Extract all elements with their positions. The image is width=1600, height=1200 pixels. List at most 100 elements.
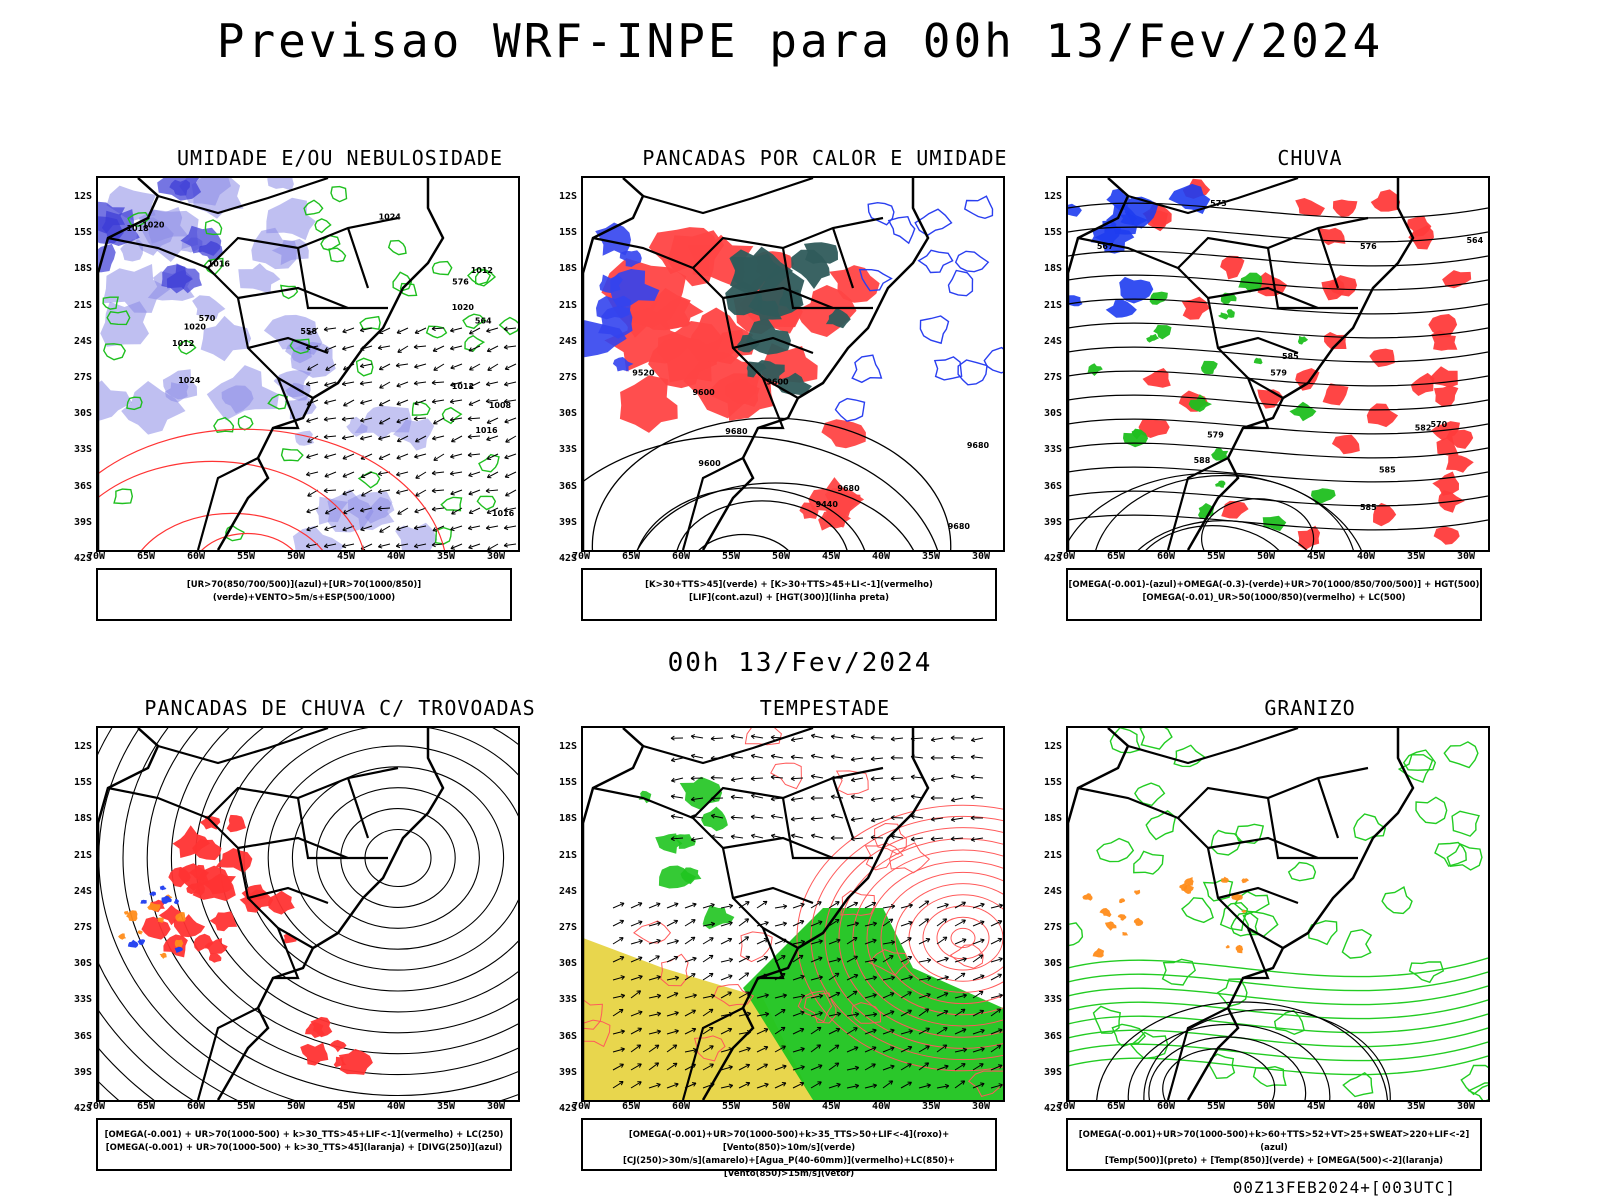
legend-line: [OMEGA(-0.001) + UR>70(1000-500) + k>30_…: [105, 1143, 503, 1153]
shaded-area: [147, 902, 161, 912]
wind-vector: [972, 1047, 985, 1053]
rain-area: [1220, 255, 1245, 280]
wind-vector-head: [377, 471, 383, 477]
wind-vector: [870, 836, 884, 839]
longitude-tick-label: 45W: [1306, 1101, 1326, 1112]
streamline: [868, 949, 910, 976]
wind-vector: [648, 1062, 659, 1071]
wind-vector-head: [637, 1027, 643, 1033]
wind-vector: [972, 990, 984, 999]
wind-vector: [306, 525, 319, 531]
humidity-contour: [411, 401, 431, 416]
wind-vector: [666, 956, 679, 963]
longitude-tick-label: 40W: [1356, 1101, 1376, 1112]
wind-vector-head: [637, 902, 643, 907]
wind-vector-head: [306, 526, 311, 532]
latitude-tick-label: 42S: [558, 1103, 577, 1114]
wind-vector: [450, 363, 463, 369]
wind-vector: [671, 815, 684, 819]
latitude-tick-label: 42S: [1043, 553, 1062, 564]
wind-vector-head: [378, 365, 384, 371]
wind-vector-head: [800, 993, 806, 999]
latitude-tick-label: 27S: [1043, 922, 1062, 933]
wind-vector: [666, 940, 679, 945]
wind-vector-head: [619, 955, 625, 961]
contour-line: [1068, 472, 1362, 550]
wind-vector: [486, 327, 499, 332]
geopotential-contour: [1068, 298, 1488, 315]
longitude-tick-label: 45W: [821, 551, 841, 562]
humidity-contour: [467, 267, 492, 286]
wind-vector-head: [870, 735, 875, 741]
latitude-tick-label: 33S: [73, 994, 92, 1006]
wind-vector-head: [654, 1044, 660, 1049]
wind-vector-head: [998, 1083, 1003, 1088]
shaded-area: [206, 365, 279, 421]
wind-vector: [360, 435, 373, 440]
wind-vector: [954, 1063, 966, 1071]
wind-vector: [931, 777, 944, 781]
contour-label: 1020: [184, 322, 207, 331]
wind-vector: [486, 489, 499, 492]
longitude-tick-label: 60W: [1156, 1101, 1176, 1112]
wind-vector: [666, 1083, 679, 1089]
latitude-tick-label: 12S: [1043, 741, 1062, 752]
wind-vector-head: [924, 900, 930, 905]
humidity-contour: [425, 325, 448, 339]
state-border: [237, 836, 388, 860]
wind-vector-head: [979, 1009, 985, 1015]
wind-vector: [468, 507, 481, 514]
longitude-tick-label: 35W: [1406, 551, 1426, 562]
wind-vector-head: [324, 526, 329, 532]
wind-vector-head: [763, 1063, 768, 1068]
wind-vector: [396, 489, 409, 494]
humidity-contour: [314, 218, 332, 234]
wind-vector: [630, 921, 643, 927]
temperature-850-contour: [1342, 1071, 1374, 1098]
wind-vector-head: [690, 837, 696, 842]
wind-vector: [918, 1084, 931, 1089]
wind-vector: [612, 902, 625, 909]
state-border: [1207, 836, 1358, 860]
wind-vector-head: [485, 398, 490, 404]
wind-vector-head: [431, 488, 436, 494]
wind-vector: [738, 1047, 751, 1053]
wind-vector-head: [961, 919, 966, 924]
wind-vector: [671, 757, 684, 761]
wind-vector-head: [709, 937, 714, 942]
wind-vector-head: [691, 973, 696, 978]
panel-title: TEMPESTADE: [759, 696, 891, 720]
wind-vector-head: [961, 1028, 967, 1033]
wind-vector: [900, 1063, 912, 1071]
geopotential-contour: [1068, 346, 1488, 363]
wind-vector-head: [853, 973, 859, 979]
wind-vector: [791, 797, 804, 801]
wind-vector-head: [871, 1063, 876, 1068]
geopotential-contour: [1068, 490, 1488, 507]
precipitable-water-contour: [950, 927, 976, 949]
latitude-tick-label: 30S: [73, 958, 92, 970]
wind-vector-head: [782, 1064, 787, 1070]
wind-vector-head: [342, 490, 347, 496]
wind-vector-head: [360, 473, 366, 479]
longitude-tick-label: 35W: [436, 551, 456, 562]
humidity-contour: [177, 339, 197, 355]
wind-vector: [882, 918, 894, 927]
wind-vector: [918, 938, 931, 945]
legend-line: [Temp(500)](preto) + [Temp(850)](verde) …: [1104, 1156, 1444, 1166]
wind-vector: [360, 381, 373, 385]
wind-vector-head: [810, 833, 816, 839]
latitude-tick-label: 15S: [1043, 227, 1062, 239]
wind-vector-head: [414, 363, 419, 369]
temperature-850-contour: [1242, 911, 1279, 938]
wind-vector: [450, 489, 463, 495]
wind-vector: [630, 956, 643, 963]
wind-vector: [342, 435, 355, 439]
latitude-tick-label: 21S: [558, 299, 577, 311]
wind-vector-head: [871, 901, 877, 907]
wind-vector-head: [744, 972, 750, 977]
shaded-area: [725, 281, 763, 316]
wind-vector-head: [770, 753, 776, 759]
wind-vector: [396, 543, 409, 547]
wind-vector: [900, 1009, 912, 1017]
